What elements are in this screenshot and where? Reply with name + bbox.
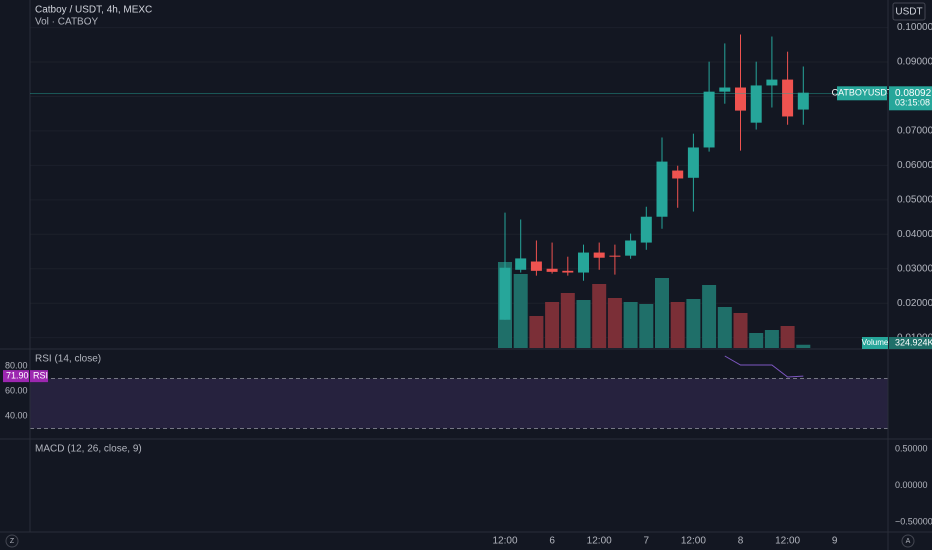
timezone-icon[interactable]: Z <box>10 538 15 545</box>
volume-badge <box>862 337 888 349</box>
volume-bar <box>513 274 528 348</box>
rsi-value-badge <box>3 370 29 383</box>
y-tick-label: 0.05000 <box>897 194 932 205</box>
x-tick-label: 12:00 <box>775 536 800 547</box>
x-tick-label: 9 <box>832 536 838 547</box>
y-tick-label: 0.06000 <box>897 160 932 171</box>
candle-body <box>687 147 699 178</box>
volume-bar <box>592 284 607 348</box>
macd-tick-label: 0.00000 <box>895 480 928 490</box>
candle-body <box>640 216 652 243</box>
rsi-tick-label: 60.00 <box>5 385 28 395</box>
candle-body <box>766 79 778 86</box>
auto-scale-button[interactable] <box>901 534 915 548</box>
candle-body <box>562 270 574 273</box>
volume-value-badge <box>889 337 932 349</box>
volume-bar <box>623 302 638 348</box>
x-tick-label: 12:00 <box>681 536 706 547</box>
timezone-button[interactable] <box>5 534 19 548</box>
volume-bar <box>796 344 811 348</box>
y-tick-label: 0.03000 <box>897 263 932 274</box>
candle-body <box>782 79 794 117</box>
candle-body <box>530 261 542 271</box>
chart-title: Catboy / USDT, 4h, MEXC <box>35 5 152 16</box>
countdown-label: 03:15:08 <box>895 98 930 108</box>
candle-body <box>625 240 637 256</box>
x-tick-label: 12:00 <box>587 536 612 547</box>
volume-bar <box>576 300 591 348</box>
rsi-name: RSI <box>33 371 48 381</box>
rsi-tick-label: 40.00 <box>5 410 28 420</box>
currency-button[interactable] <box>892 2 926 21</box>
macd-tick-label: 0.50000 <box>895 443 928 453</box>
candle-body <box>593 252 605 258</box>
candle-body <box>703 91 715 148</box>
price-badge <box>889 86 932 111</box>
volume-bar <box>639 304 654 348</box>
y-tick-label: 0.10000 <box>897 22 932 33</box>
rsi-name-badge <box>30 370 48 383</box>
candle-body <box>578 252 589 273</box>
candle-body <box>515 258 527 270</box>
candle-body <box>656 161 668 217</box>
y-tick-label: 0.07000 <box>897 126 932 137</box>
volume-bar <box>702 285 717 348</box>
x-tick-label: 12:00 <box>492 536 517 547</box>
candle-body <box>672 170 684 179</box>
volume-bar <box>607 298 622 348</box>
currency-label[interactable]: USDT <box>895 7 922 18</box>
candle-body <box>750 85 762 123</box>
x-tick-label: 7 <box>644 536 650 547</box>
rsi-value-label: 71.90 <box>6 371 29 381</box>
x-tick-label: 8 <box>738 536 744 547</box>
y-tick-label: 0.09000 <box>897 57 932 68</box>
candle-body <box>499 267 511 320</box>
volume-bar <box>529 316 544 348</box>
y-tick-label: 0.04000 <box>897 229 932 240</box>
volume-bar <box>686 299 701 348</box>
y-tick-label: 0.02000 <box>897 298 932 309</box>
chart-subtitle: Vol · CATBOY <box>35 17 98 28</box>
macd-tick-label: −0.50000 <box>895 516 932 526</box>
volume-bar <box>764 330 779 348</box>
candle-body <box>797 92 809 110</box>
candle-body <box>735 87 746 111</box>
symbol-badge <box>837 86 887 101</box>
volume-bar <box>717 307 732 348</box>
rsi-tick-label: 80.00 <box>5 360 28 370</box>
rsi-band <box>30 378 888 429</box>
x-tick-label: 6 <box>549 536 555 547</box>
last-price-label: 0.08092 <box>895 88 932 99</box>
rsi-line <box>724 355 804 378</box>
volume-bar <box>655 278 669 348</box>
volume-bar <box>545 302 560 348</box>
volume-bar <box>780 326 795 348</box>
macd-title: MACD (12, 26, close, 9) <box>35 444 142 455</box>
volume-bar <box>749 333 764 348</box>
volume-value-label: 324.924K <box>895 337 932 347</box>
volume-bar <box>733 313 748 348</box>
symbol-label: CATBOYUSDT <box>832 88 893 98</box>
candle-body <box>719 87 731 92</box>
rsi-title: RSI (14, close) <box>35 354 101 365</box>
volume-bar <box>670 302 685 348</box>
candle-body <box>546 268 558 272</box>
volume-bar <box>560 293 575 348</box>
volume-name: Volume <box>862 338 889 347</box>
candle-body <box>609 255 621 257</box>
auto-scale-icon[interactable]: A <box>906 538 911 545</box>
